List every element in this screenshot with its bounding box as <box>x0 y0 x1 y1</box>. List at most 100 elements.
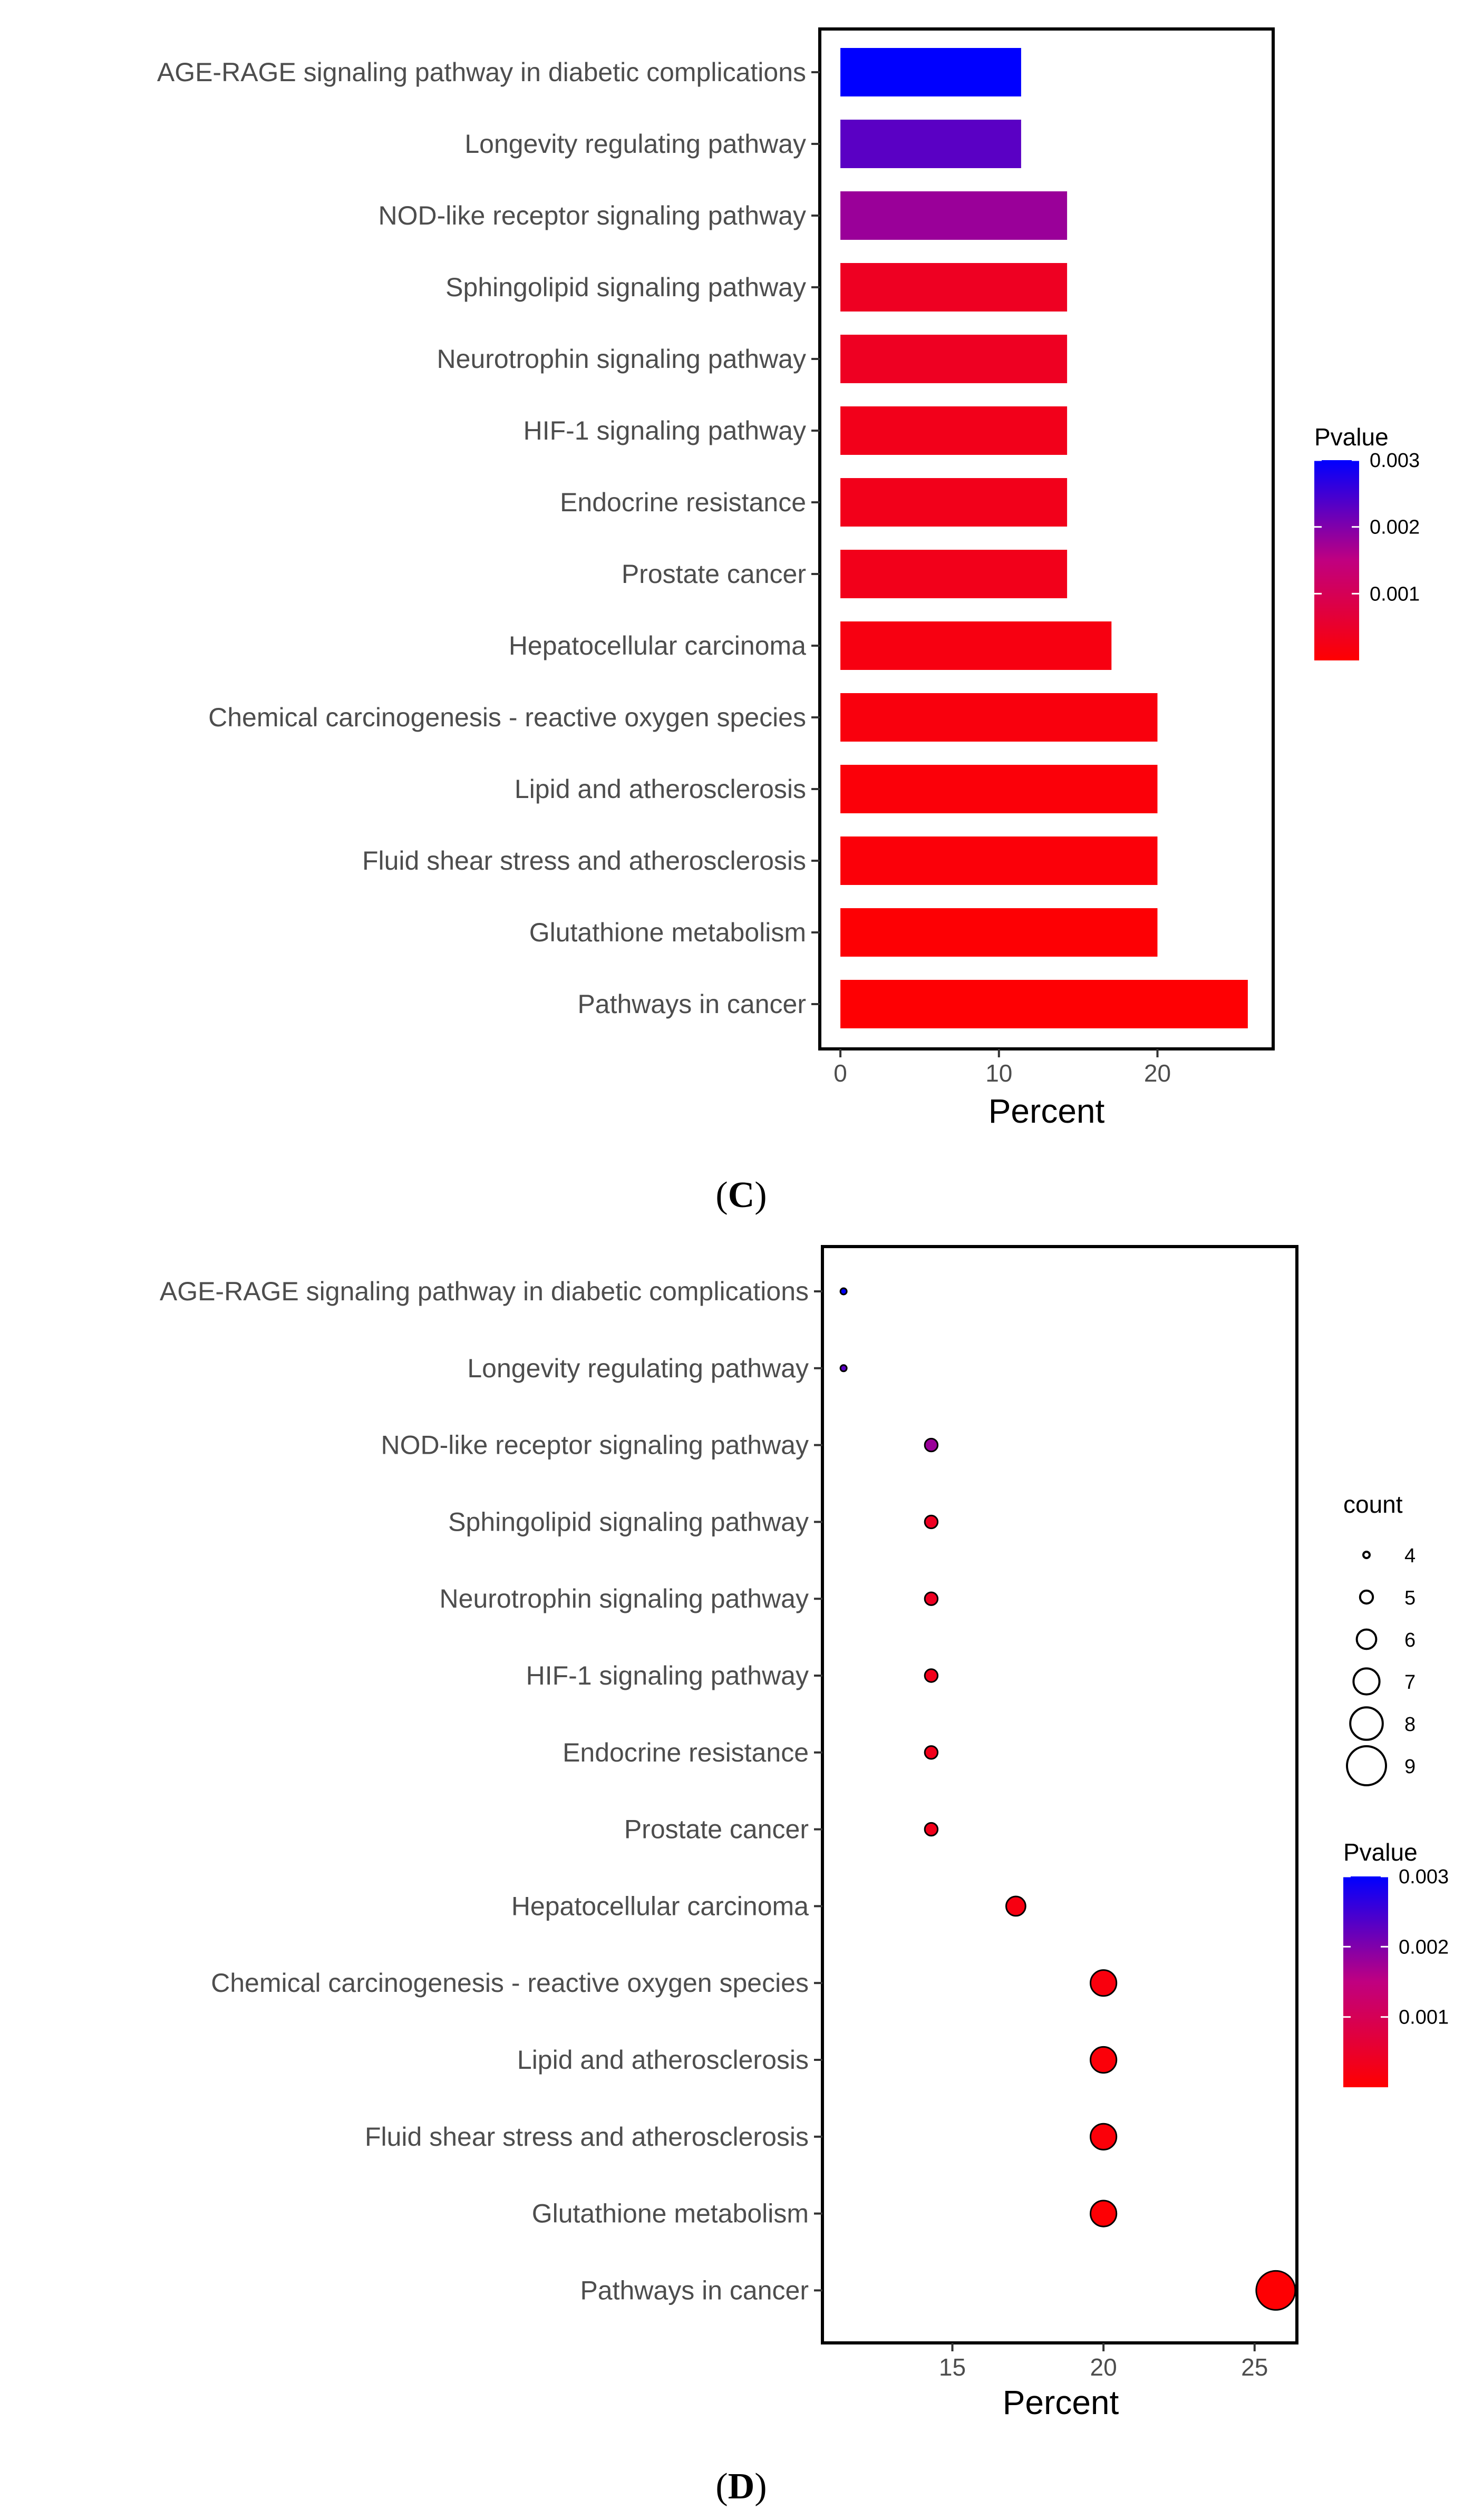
panel-d-legend-tick-label: 0.001 <box>1399 2007 1449 2029</box>
panel-d-dot-pathways-in-cancer <box>1255 2270 1296 2311</box>
panel-d-count-legend-label: 4 <box>1404 1545 1416 1567</box>
panel-d-dot-hepatocellular-carcinoma <box>1005 1895 1026 1917</box>
panel-c-x-ticks: 0 10 20 <box>833 1049 1171 1087</box>
panel-c-category-label: Fluid shear stress and atherosclerosis <box>362 846 806 875</box>
panel-c-category-label: Prostate cancer <box>622 559 806 589</box>
panel-d-count-legend-circle <box>1359 1589 1374 1605</box>
panel-c-label-letter: C <box>728 1175 755 1215</box>
panel-c-x-tick-label: 10 <box>985 1059 1012 1087</box>
panel-d-legend-tick-label: 0.002 <box>1399 1936 1449 1958</box>
panel-c-bar-longevity-regulating-pathway <box>840 120 1021 168</box>
panel-d-dot-neurotrophin-signaling-pathway <box>924 1591 939 1606</box>
panel-c-label-open: ( <box>715 1175 728 1215</box>
panel-c-x-tick-label: 20 <box>1144 1059 1171 1087</box>
panel-c-label: (C) <box>715 1175 767 1215</box>
panel-d: AGE-RAGE signaling pathway in diabetic c… <box>160 1245 1449 2507</box>
panel-d-dots <box>839 1287 1296 2311</box>
panel-d-dot-sphingolipid-signaling-pathway <box>924 1514 939 1530</box>
panel-d-category-label: Endocrine resistance <box>563 1738 809 1767</box>
panel-c-bar-nod-like-receptor-signaling-pathway <box>840 191 1068 240</box>
panel-d-count-legend-label: 7 <box>1404 1671 1416 1694</box>
panel-d-x-tick-label: 25 <box>1241 2353 1268 2381</box>
panel-c-x-axis-title: Percent <box>988 1092 1105 1130</box>
panel-d-dot-glutathione-metabolism <box>1090 2200 1118 2227</box>
panel-d-category-label: Prostate cancer <box>624 1815 809 1844</box>
panel-d-dot-endocrine-resistance <box>924 1745 939 1760</box>
panel-d-category-label: Sphingolipid signaling pathway <box>448 1507 809 1536</box>
panel-d-dot-lipid-and-atherosclerosis <box>1090 2046 1118 2074</box>
panel-c-x-tick-label: 0 <box>833 1059 847 1087</box>
panel-d-count-legend-circle <box>1355 1628 1378 1650</box>
panel-c-bar-pathways-in-cancer <box>840 980 1248 1028</box>
panel-d-category-label: Hepatocellular carcinoma <box>511 1891 809 1921</box>
panel-d-count-legend-circle <box>1349 1706 1384 1741</box>
panel-d-dot-prostate-cancer <box>924 1822 939 1837</box>
panel-c-category-label: Sphingolipid signaling pathway <box>445 273 806 302</box>
panel-d-category-label: Neurotrophin signaling pathway <box>440 1584 809 1613</box>
panel-d-dot-hif-1-signaling-pathway <box>924 1668 939 1683</box>
panel-c-category-labels: AGE-RAGE signaling pathway in diabetic c… <box>157 57 820 1019</box>
panel-d-pvalue-legend: Pvalue 0.001 0.002 0.003 <box>1343 1838 1449 2087</box>
panel-c-category-label: Endocrine resistance <box>560 488 806 517</box>
panel-d-category-label: Pathways in cancer <box>580 2275 809 2305</box>
panel-c-pvalue-legend-ticks: 0.001 0.002 0.003 <box>1314 450 1420 605</box>
panel-c-category-label: HIF-1 signaling pathway <box>524 416 806 445</box>
panel-c-bar-hif-1-signaling-pathway <box>840 406 1068 455</box>
panel-d-pvalue-legend-ticks: 0.001 0.002 0.003 <box>1343 1866 1449 2029</box>
panel-d-legend-tick-label: 0.003 <box>1399 1866 1449 1888</box>
panel-c-bar-age-rage-signaling-pathway-in-diabetic-complications <box>840 48 1021 96</box>
panel-c-category-label: Hepatocellular carcinoma <box>509 631 806 660</box>
panel-c-bar-chemical-carcinogenesis-reactive-oxygen-species <box>840 693 1158 742</box>
panel-d-dot-age-rage-signaling-pathway-in-diabetic-complications <box>839 1287 848 1296</box>
panel-c-legend-tick-label: 0.002 <box>1370 517 1420 539</box>
panel-d-category-label: Lipid and atherosclerosis <box>517 2045 809 2075</box>
panel-c-bar-hepatocellular-carcinoma <box>840 621 1112 670</box>
panel-d-dot-chemical-carcinogenesis-reactive-oxygen-species <box>1090 1969 1118 1997</box>
panel-d-dot-longevity-regulating-pathway <box>839 1364 848 1373</box>
panel-c-category-label: Pathways in cancer <box>577 989 806 1019</box>
panel-d-x-tick-label: 20 <box>1090 2353 1117 2381</box>
panel-d-dot-fluid-shear-stress-and-atherosclerosis <box>1090 2123 1118 2151</box>
panel-d-count-legend-items: 4 5 6 7 8 9 <box>1346 1545 1416 1786</box>
panel-c-pvalue-legend-title: Pvalue <box>1314 423 1389 451</box>
panel-d-category-labels: AGE-RAGE signaling pathway in diabetic c… <box>160 1277 822 2305</box>
panel-c-bar-endocrine-resistance <box>840 478 1068 527</box>
panel-d-count-legend-label: 6 <box>1404 1629 1416 1651</box>
panel-c-bar-glutathione-metabolism <box>840 908 1158 957</box>
panel-d-x-axis-title: Percent <box>1003 2383 1119 2421</box>
panel-d-category-label: HIF-1 signaling pathway <box>526 1661 809 1690</box>
panel-d-count-legend: count 4 5 6 7 8 9 <box>1343 1491 1416 1786</box>
panel-c-label-close: ) <box>754 1175 767 1215</box>
panel-d-x-ticks: 15 20 25 <box>939 2343 1268 2381</box>
panel-d-count-legend-circle <box>1352 1667 1381 1696</box>
panel-c-bars <box>840 48 1248 1028</box>
panel-d-count-legend-label: 9 <box>1404 1756 1416 1778</box>
panel-d-label-open: ( <box>715 2466 728 2507</box>
panel-d-count-legend-title: count <box>1343 1491 1403 1518</box>
panel-c-bar-fluid-shear-stress-and-atherosclerosis <box>840 836 1158 885</box>
panel-c-category-label: AGE-RAGE signaling pathway in diabetic c… <box>157 57 806 87</box>
panel-c-bar-sphingolipid-signaling-pathway <box>840 263 1068 312</box>
panel-c-pvalue-colorbar <box>1314 460 1359 660</box>
panel-d-label-close: ) <box>754 2466 767 2507</box>
panel-d-x-tick-label: 15 <box>939 2353 966 2381</box>
panel-c-pvalue-legend: Pvalue 0.001 0.002 0.003 <box>1314 423 1420 660</box>
panel-c: AGE-RAGE signaling pathway in diabetic c… <box>157 27 1420 1215</box>
panel-d-category-label: Chemical carcinogenesis - reactive oxyge… <box>211 1968 809 1998</box>
panel-d-category-label: Fluid shear stress and atherosclerosis <box>365 2122 809 2152</box>
panel-d-label-letter: D <box>728 2466 755 2507</box>
panel-c-bar-prostate-cancer <box>840 550 1068 598</box>
panel-d-count-legend-circle <box>1346 1745 1387 1786</box>
panel-d-category-label: AGE-RAGE signaling pathway in diabetic c… <box>160 1277 809 1306</box>
panel-d-count-legend-label: 5 <box>1404 1587 1416 1609</box>
panel-d-category-label: Longevity regulating pathway <box>467 1354 809 1383</box>
panel-d-category-label: Glutathione metabolism <box>532 2199 809 2229</box>
panel-c-category-label: Lipid and atherosclerosis <box>515 774 806 804</box>
panel-d-frame <box>821 1245 1298 2344</box>
panel-d-pvalue-colorbar <box>1343 1876 1388 2087</box>
panel-d-category-label: NOD-like receptor signaling pathway <box>381 1431 809 1460</box>
panel-c-category-label: Longevity regulating pathway <box>464 129 806 159</box>
panel-c-frame <box>818 27 1275 1050</box>
panel-c-legend-tick-label: 0.003 <box>1370 450 1420 472</box>
panel-c-category-label: NOD-like receptor signaling pathway <box>379 201 806 230</box>
